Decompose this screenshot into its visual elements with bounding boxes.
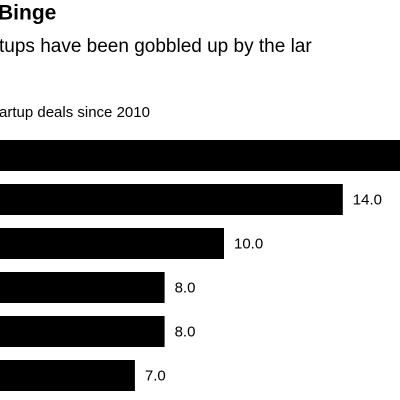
value-label: 10.0	[234, 235, 263, 252]
bar	[0, 360, 135, 391]
bar	[0, 140, 400, 171]
bar	[0, 184, 343, 215]
chart-title: Binge	[0, 2, 56, 25]
value-label: 8.0	[175, 279, 196, 296]
chart-subtitle: tups have been gobbled up by the lar	[0, 36, 312, 57]
bar	[0, 228, 224, 259]
value-label: 8.0	[175, 323, 196, 340]
axis-label: artup deals since 2010	[0, 104, 150, 121]
bar	[0, 316, 165, 347]
value-label: 7.0	[145, 367, 166, 384]
value-label: 14.0	[353, 191, 382, 208]
bar	[0, 272, 165, 303]
